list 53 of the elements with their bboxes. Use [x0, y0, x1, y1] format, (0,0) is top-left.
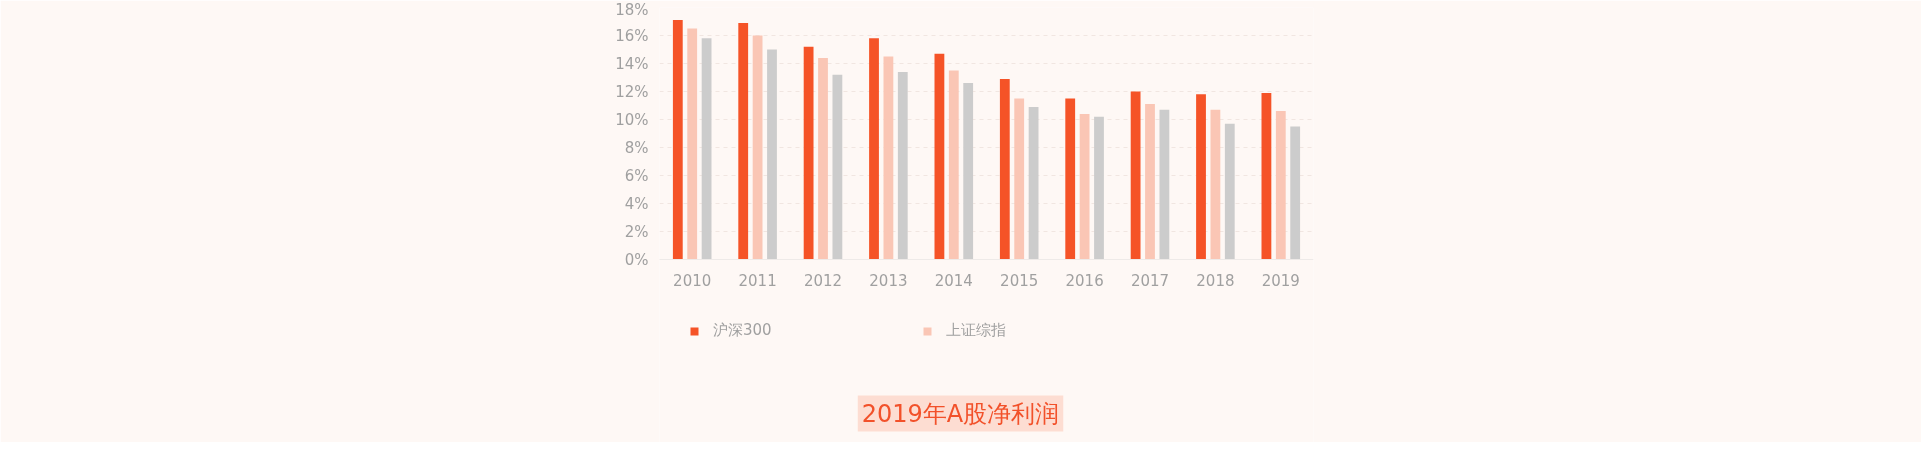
y-tick-label: 4%: [624, 194, 649, 213]
bar: [869, 38, 879, 260]
bar: [1210, 109, 1221, 260]
bar: [1065, 98, 1076, 260]
bar: [897, 71, 908, 260]
bar: [999, 78, 1010, 260]
x-tick-label: 2011: [738, 271, 777, 290]
bar: [1224, 123, 1235, 260]
x-tick-label: 2016: [1065, 271, 1104, 290]
bar: [738, 22, 749, 260]
bar: [1028, 106, 1039, 260]
bar: [687, 28, 698, 260]
x-tick-label: 2018: [1196, 271, 1235, 290]
bar: [883, 56, 894, 260]
bar: [1079, 113, 1090, 260]
bar: [1290, 126, 1301, 260]
x-tick-label: 2014: [934, 271, 973, 290]
bar: [1094, 116, 1104, 260]
y-tick-label: 16%: [615, 26, 649, 45]
bar: [1130, 91, 1141, 260]
bar: [818, 57, 828, 260]
x-tick-label: 2013: [869, 271, 908, 290]
bar: [1145, 104, 1155, 260]
x-tick-label: 2010: [673, 271, 712, 290]
legend-label: 上证综指: [945, 321, 1006, 340]
bar: [672, 20, 683, 260]
x-tick-label: 2017: [1130, 271, 1170, 290]
y-tick-label: 2%: [624, 222, 649, 241]
y-tick-label: 18%: [615, 0, 649, 19]
y-tick-label: 14%: [615, 54, 649, 73]
bar: [1261, 92, 1272, 260]
bar: [1159, 109, 1170, 260]
x-tick-label: 2019: [1261, 271, 1300, 290]
bar: [1196, 94, 1206, 260]
text: 2019年A股净利润: [861, 399, 1060, 428]
y-tick-label: 6%: [624, 166, 649, 185]
x-tick-label: 2012: [803, 271, 843, 290]
bar: [803, 46, 814, 260]
bar: [1275, 111, 1286, 260]
y-tick-label: 0%: [624, 250, 649, 269]
x-tick-label: 2015: [1000, 271, 1039, 290]
bar: [767, 49, 777, 260]
bar: [963, 83, 974, 260]
y-tick-label: 8%: [624, 138, 649, 157]
legend-label: 沪深300: [713, 321, 772, 340]
bar: [752, 35, 763, 260]
bar: [934, 53, 945, 260]
y-tick-label: 10%: [615, 110, 649, 129]
bar: [1014, 98, 1025, 260]
bar: [701, 38, 712, 260]
y-tick-label: 12%: [615, 82, 649, 101]
bar: [948, 70, 959, 260]
bar: [832, 74, 843, 260]
